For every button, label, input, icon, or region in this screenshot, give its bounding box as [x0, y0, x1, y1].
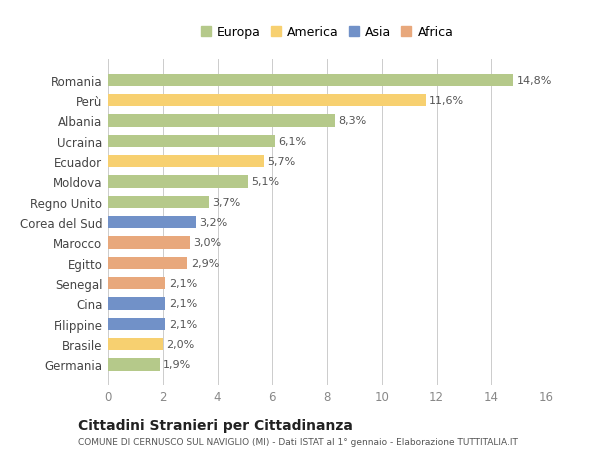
Text: 3,7%: 3,7% [212, 197, 241, 207]
Bar [108, 298, 166, 310]
Text: 11,6%: 11,6% [429, 96, 464, 106]
Bar [108, 277, 166, 290]
Text: 5,1%: 5,1% [251, 177, 279, 187]
Text: 2,0%: 2,0% [166, 339, 194, 349]
Bar [108, 135, 275, 147]
Bar [108, 338, 163, 351]
Bar [108, 156, 264, 168]
Bar [108, 115, 335, 127]
Text: 2,1%: 2,1% [169, 279, 197, 288]
Text: 3,0%: 3,0% [193, 238, 221, 248]
Bar [108, 318, 166, 330]
Text: 2,9%: 2,9% [191, 258, 219, 268]
Bar [108, 257, 187, 269]
Text: 2,1%: 2,1% [169, 299, 197, 309]
Text: Cittadini Stranieri per Cittadinanza: Cittadini Stranieri per Cittadinanza [78, 418, 353, 432]
Legend: Europa, America, Asia, Africa: Europa, America, Asia, Africa [198, 23, 456, 41]
Text: 8,3%: 8,3% [338, 116, 367, 126]
Bar [108, 95, 425, 107]
Bar [108, 217, 196, 229]
Text: 2,1%: 2,1% [169, 319, 197, 329]
Bar [108, 237, 190, 249]
Bar [108, 196, 209, 208]
Text: 5,7%: 5,7% [268, 157, 296, 167]
Text: 14,8%: 14,8% [517, 76, 552, 85]
Bar [108, 358, 160, 371]
Text: 6,1%: 6,1% [278, 136, 307, 146]
Bar [108, 74, 513, 87]
Bar [108, 176, 248, 188]
Text: COMUNE DI CERNUSCO SUL NAVIGLIO (MI) - Dati ISTAT al 1° gennaio - Elaborazione T: COMUNE DI CERNUSCO SUL NAVIGLIO (MI) - D… [78, 437, 518, 446]
Text: 3,2%: 3,2% [199, 218, 227, 228]
Text: 1,9%: 1,9% [163, 360, 191, 369]
